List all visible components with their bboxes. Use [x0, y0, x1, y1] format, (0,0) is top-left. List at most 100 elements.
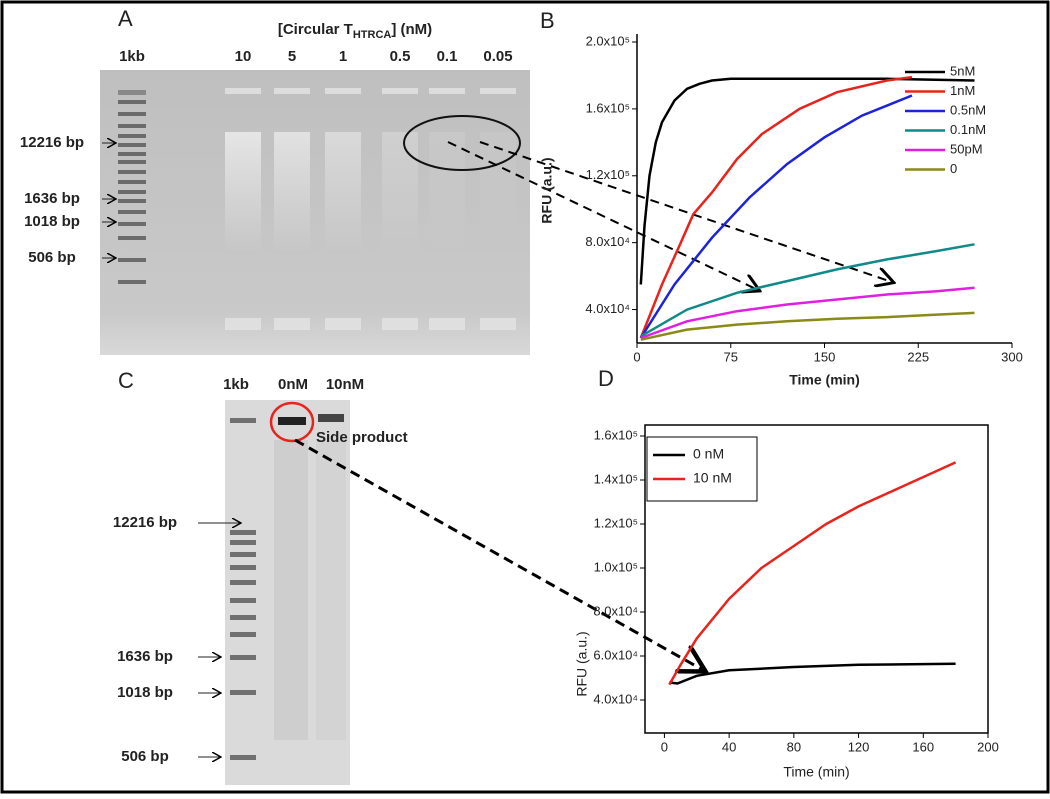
gel-band [118, 160, 146, 164]
y-axis-label: RFU (a.u.) [574, 631, 590, 696]
gel-well [274, 88, 310, 94]
x-tick-label: 150 [814, 349, 836, 364]
gel-band [118, 210, 146, 214]
gel-image [100, 70, 530, 355]
x-tick-label: 300 [1001, 349, 1023, 364]
legend-label: 0.1nM [950, 122, 986, 137]
gel-band [118, 143, 146, 147]
marker-label: 1636 bp [24, 190, 80, 207]
panel-label: C [118, 368, 134, 393]
y-tick-label: 8.0x10⁴ [585, 234, 630, 249]
gel-band [118, 222, 146, 226]
marker-label: 506 bp [28, 249, 76, 266]
gel-band [230, 580, 256, 585]
panel-label: B [540, 8, 555, 33]
data-line [669, 662, 956, 685]
gel-band [480, 318, 516, 330]
gel-band [230, 598, 256, 603]
gel-band [118, 180, 146, 184]
gel-band [230, 565, 256, 570]
y-tick-label: 1.4x10⁵ [594, 471, 638, 486]
annotation: Side product [316, 429, 408, 446]
gel-band [225, 318, 261, 330]
lane-label: 10nM [326, 376, 364, 393]
lane-label: 1kb [119, 48, 145, 65]
legend-label: 5nM [950, 63, 975, 78]
x-axis-label: Time (min) [789, 372, 860, 388]
gel-band [118, 134, 146, 138]
legend-label: 0 [950, 161, 957, 176]
legend-box [646, 436, 758, 502]
gel-smear [382, 132, 418, 252]
data-line [668, 461, 957, 686]
annotations [269, 115, 892, 670]
marker-label: 1636 bp [117, 648, 173, 665]
x-tick-label: 0 [633, 349, 640, 364]
gel-band [382, 318, 418, 330]
gel-band [118, 280, 146, 284]
x-tick-label: 40 [722, 739, 736, 754]
marker-label: 1018 bp [24, 213, 80, 230]
arrow [294, 438, 703, 670]
gel-band [118, 190, 146, 194]
x-tick-label: 160 [912, 739, 934, 754]
gel-band [118, 124, 146, 128]
panel-label: D [598, 366, 614, 391]
legend-label: 10 nM [693, 470, 732, 486]
gel-image [225, 400, 350, 785]
y-tick-label: 6.0x10⁴ [593, 647, 638, 662]
y-tick-label: 4.0x10⁴ [593, 691, 638, 706]
gel-band [230, 632, 256, 637]
gel-well [382, 88, 418, 94]
arrow [447, 141, 758, 290]
gel-band [429, 318, 465, 330]
data-line [639, 75, 913, 339]
gel-title-part: [Circular T [278, 21, 353, 38]
gel-smear [274, 440, 308, 740]
y-tick-label: 1.6x10⁵ [594, 427, 638, 442]
gel-smear [316, 440, 346, 740]
y-tick-label: 2.0x10⁵ [586, 33, 630, 48]
gel-band [230, 755, 256, 760]
gel-band [230, 540, 256, 545]
lane-label: 0nM [278, 376, 308, 393]
x-tick-label: 200 [977, 739, 999, 754]
marker-label: 12216 bp [113, 514, 177, 531]
gel-band [318, 414, 344, 422]
y-tick-label: 1.0x10⁵ [594, 559, 638, 574]
highlight-ellipse [269, 401, 315, 443]
gel-band [230, 690, 256, 695]
lane-label: 0.1 [437, 48, 458, 65]
x-tick-label: 75 [724, 349, 738, 364]
gel-smear [429, 132, 465, 252]
gel-band [325, 318, 361, 330]
gel-smear [480, 132, 516, 252]
gel-well [225, 88, 261, 94]
x-tick-label: 120 [848, 739, 870, 754]
gel-band [274, 318, 310, 330]
y-tick-label: 4.0x10⁴ [585, 301, 630, 316]
x-tick-label: 0 [661, 739, 668, 754]
gel-band [118, 152, 146, 156]
gel-band [118, 100, 146, 104]
gel-band [118, 236, 146, 240]
gel-band [118, 112, 146, 116]
lane-label: 0.05 [483, 48, 512, 65]
highlight-ellipse [403, 115, 521, 171]
panel-label: A [118, 6, 133, 31]
gel-well [480, 88, 516, 94]
lane-label: 1 [339, 48, 347, 65]
gel-smear [274, 132, 310, 252]
gel-band [118, 258, 146, 262]
data-line [639, 94, 913, 339]
marker-label: 506 bp [121, 748, 169, 765]
gel-decor [118, 88, 516, 760]
data-line [640, 286, 975, 340]
y-axis-label: RFU (a.u.) [539, 157, 555, 223]
gel-title-part: ] (nM) [391, 21, 432, 38]
x-axis-label: Time (min) [783, 764, 849, 780]
gel-band [118, 90, 146, 95]
y-tick-label: 8.0x10⁴ [593, 603, 638, 618]
